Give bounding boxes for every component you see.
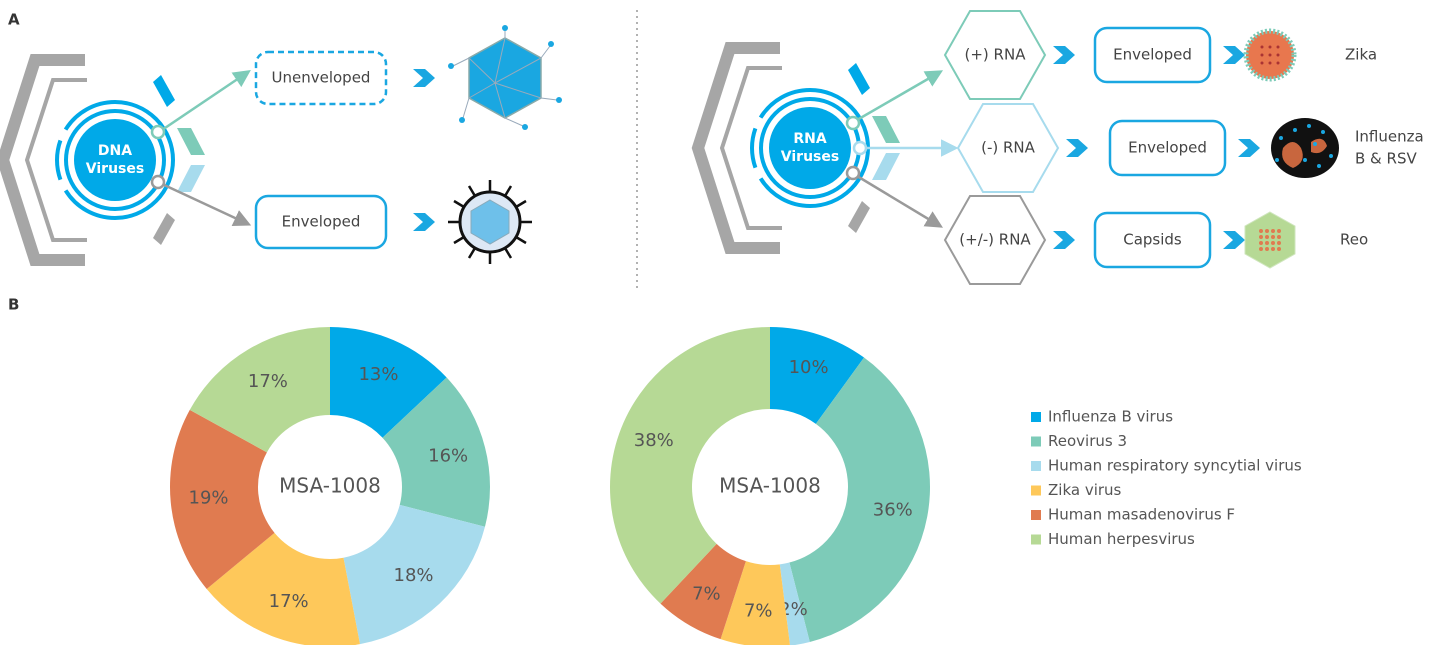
chevron [413, 213, 435, 231]
slice-label: 7% [744, 600, 773, 621]
box [1093, 211, 1212, 269]
hexagon [956, 103, 1060, 193]
pie-slice [789, 357, 930, 642]
box [254, 194, 388, 250]
influenza-icon [1271, 118, 1339, 178]
pie-slice [779, 562, 810, 645]
chevron [1223, 231, 1245, 249]
slice-label: 10% [789, 357, 829, 378]
chevron [1053, 231, 1075, 249]
legend-swatch [1031, 461, 1041, 471]
icosahedron-icon [448, 25, 562, 130]
box-label: Capsids [1123, 231, 1182, 249]
example-label: Zika [1345, 46, 1377, 64]
chevron [413, 69, 435, 87]
legend-label: Human herpesvirus [1048, 530, 1195, 548]
chevron [1066, 139, 1088, 157]
reo-icon [1244, 211, 1296, 269]
example-label: B & RSV [1355, 150, 1417, 168]
branch-arrow [161, 182, 252, 227]
slice-label: 19% [189, 487, 229, 508]
branch-arrow [161, 70, 251, 132]
box-label: Enveloped [1128, 139, 1207, 157]
pie-slice [343, 504, 485, 645]
slice-label: 16% [428, 446, 468, 467]
legend-swatch [1031, 485, 1041, 496]
zika-icon [1243, 28, 1297, 82]
pie-slice [720, 561, 790, 645]
panel-label: B [8, 296, 19, 314]
chevron [1238, 139, 1260, 157]
legend-label: Zika virus [1048, 481, 1122, 499]
legend-swatch [1031, 436, 1041, 447]
chevron [1223, 46, 1245, 64]
legend-label: Human masadenovirus F [1048, 506, 1235, 524]
box-label: Unenveloped [272, 69, 371, 87]
legend-label: Human respiratory syncytial virus [1048, 457, 1302, 475]
node [852, 140, 868, 156]
slice-label: 2% [779, 599, 808, 620]
hexagon-label: (+/-) RNA [959, 231, 1031, 249]
pie-slice [170, 409, 275, 589]
node [150, 174, 166, 190]
pie-slice [206, 532, 360, 645]
dna-hub [3, 60, 205, 260]
chevron [1053, 46, 1075, 64]
hexagon-label: (+) RNA [965, 46, 1027, 64]
slice-label: 17% [269, 591, 309, 612]
hub-label: Viruses [86, 161, 144, 177]
box [1093, 26, 1212, 84]
hexagon-label: (-) RNA [981, 139, 1036, 157]
hub-label: DNA [98, 143, 132, 159]
panel-label: A [8, 11, 20, 29]
pie-slice [382, 377, 490, 527]
hub-label: Viruses [781, 149, 839, 165]
pie-slice [770, 327, 865, 424]
legend-swatch [1031, 534, 1041, 545]
branch-arrow [856, 174, 943, 228]
node [845, 165, 861, 181]
hexagon [943, 10, 1047, 100]
pie-slice [330, 327, 447, 438]
example-label: Influenza [1355, 128, 1424, 146]
pie-center-label: MSA-1008 [719, 474, 821, 498]
example-label: Reo [1340, 231, 1368, 249]
slice-label: 36% [873, 499, 913, 520]
pie-slice [189, 327, 330, 453]
hub-label: RNA [793, 131, 826, 147]
branch-arrow [856, 70, 944, 122]
enveloped-icon [448, 180, 532, 264]
pie-center-label: MSA-1008 [279, 474, 381, 498]
hexagon [943, 195, 1047, 285]
slice-label: 7% [692, 584, 721, 605]
legend-label: Reovirus 3 [1048, 432, 1127, 450]
legend-swatch [1031, 412, 1041, 422]
box-label: Enveloped [1113, 46, 1192, 64]
slice-label: 17% [248, 371, 288, 392]
pie-slice [609, 327, 770, 604]
box-label: Enveloped [282, 213, 361, 231]
legend-swatch [1031, 510, 1041, 520]
legend-label: Influenza B virus [1048, 408, 1173, 426]
node [150, 124, 166, 140]
slice-label: 13% [358, 364, 398, 385]
box [254, 50, 388, 106]
slice-label: 38% [634, 430, 674, 451]
slice-label: 18% [394, 565, 434, 586]
box [1108, 119, 1227, 177]
node [845, 115, 861, 131]
pie-slice [660, 543, 746, 640]
